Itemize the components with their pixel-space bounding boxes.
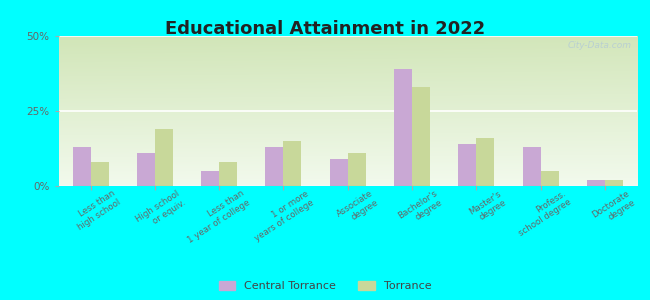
Bar <box>219 162 237 186</box>
Text: Less than
high school: Less than high school <box>71 189 123 232</box>
Bar <box>283 141 302 186</box>
Text: Bachelor's
degree: Bachelor's degree <box>396 189 444 230</box>
Bar <box>476 138 494 186</box>
Bar <box>73 147 90 186</box>
Bar <box>90 162 109 186</box>
Bar <box>412 87 430 186</box>
Bar <box>330 159 348 186</box>
Bar <box>394 69 412 186</box>
Bar <box>155 129 173 186</box>
Text: Master's
degree: Master's degree <box>467 189 508 225</box>
Bar <box>202 171 219 186</box>
Text: Educational Attainment in 2022: Educational Attainment in 2022 <box>165 20 485 38</box>
Bar <box>541 171 558 186</box>
Bar <box>137 153 155 186</box>
Text: 1 or more
years of college: 1 or more years of college <box>248 189 316 243</box>
Bar <box>605 180 623 186</box>
Text: High school
or equiv.: High school or equiv. <box>135 189 187 232</box>
Bar <box>348 153 366 186</box>
Legend: Central Torrance, Torrance: Central Torrance, Torrance <box>215 277 435 294</box>
Bar <box>523 147 541 186</box>
Text: Profess.
school degree: Profess. school degree <box>511 189 573 238</box>
Text: Less than
1 year of college: Less than 1 year of college <box>180 189 252 245</box>
Text: Doctorate
degree: Doctorate degree <box>591 189 637 229</box>
Text: City-Data.com: City-Data.com <box>567 40 631 50</box>
Bar <box>587 180 605 186</box>
Bar <box>265 147 283 186</box>
Text: Associate
degree: Associate degree <box>335 189 380 228</box>
Bar <box>458 144 476 186</box>
